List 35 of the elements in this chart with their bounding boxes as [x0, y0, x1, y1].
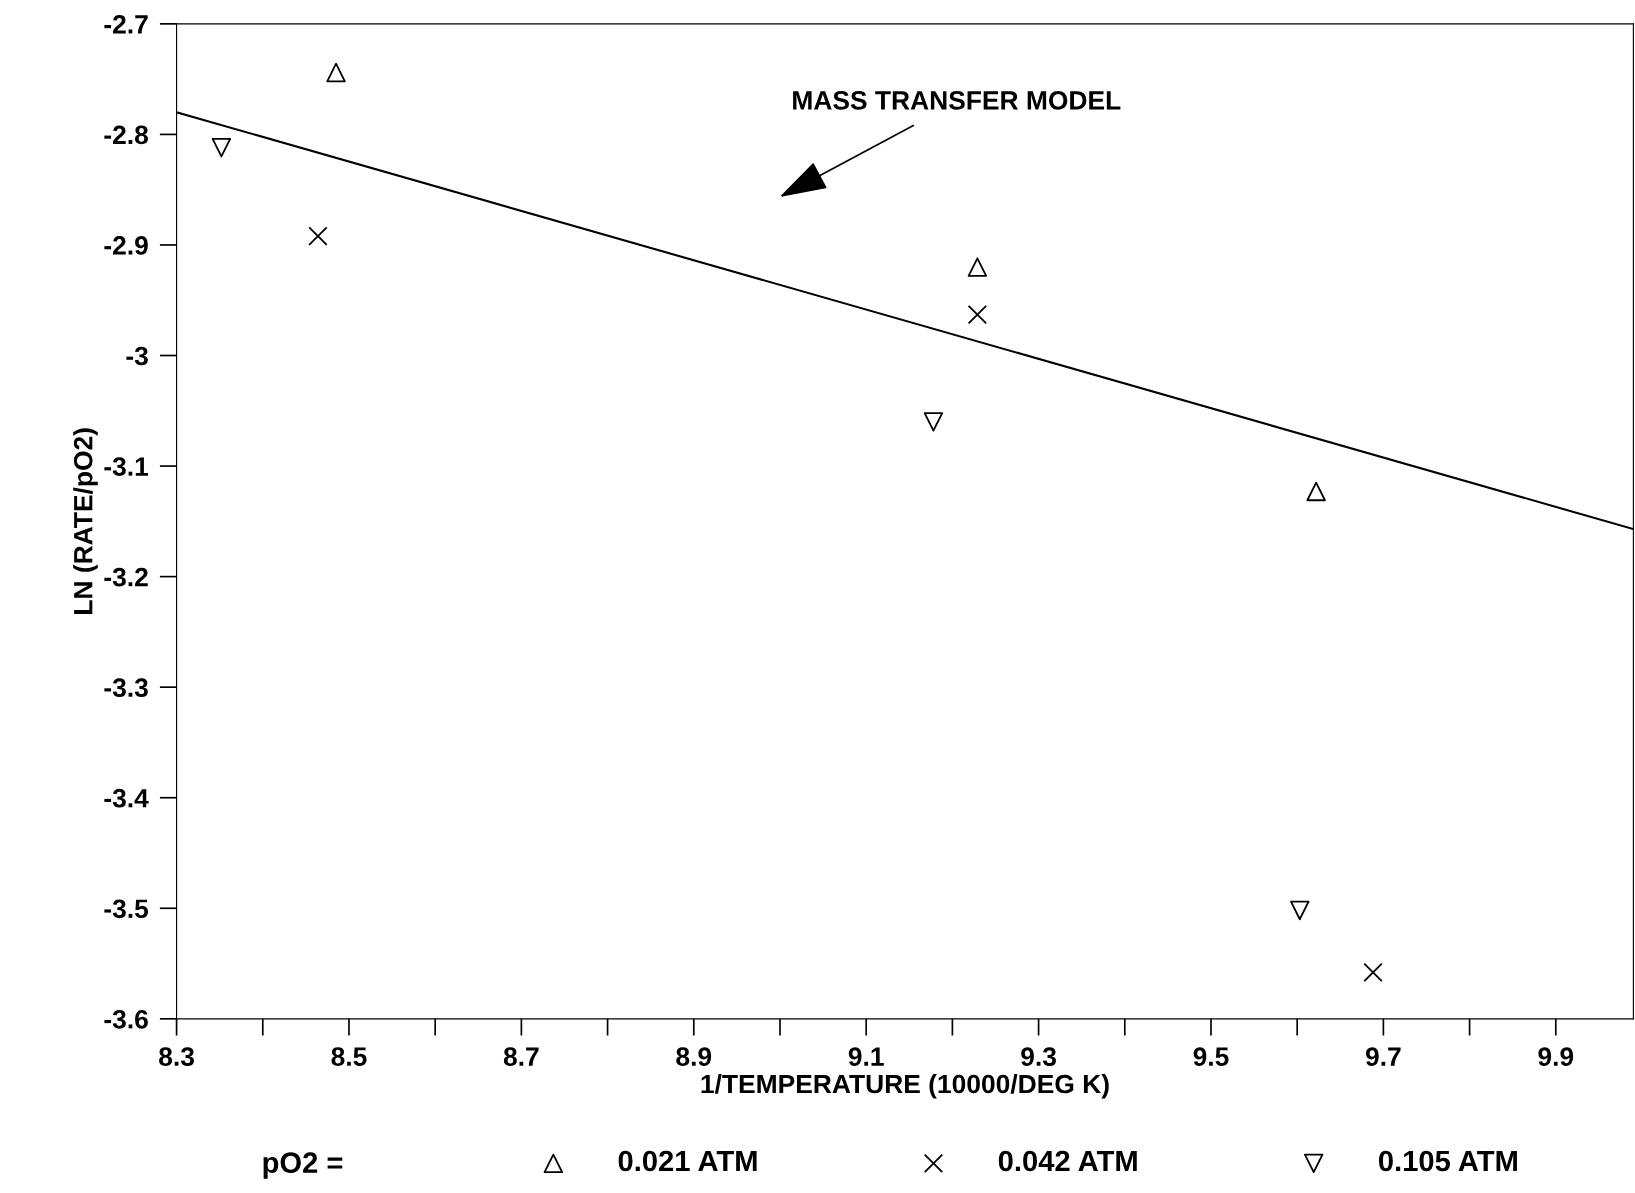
y-tick-label: -2.7 — [104, 14, 148, 34]
x-tick-label: 9.9 — [1538, 1047, 1574, 1066]
x-tick-label: 8.5 — [331, 1047, 367, 1066]
x-tick-label: 8.7 — [503, 1047, 539, 1066]
y-tick-label: -3.2 — [104, 567, 148, 587]
point — [1306, 481, 1326, 502]
point — [1363, 962, 1383, 983]
y-axis-title: LN (RATE/pO2) — [73, 428, 98, 614]
point — [1290, 900, 1310, 921]
x-axis-title: 1/TEMPERATURE (10000/DEG K) — [701, 1073, 1109, 1099]
y-tick-label: -2.8 — [104, 125, 148, 145]
x-tick-label: 9.7 — [1365, 1047, 1401, 1066]
x-tick-label: 8.9 — [676, 1047, 712, 1066]
y-tick-label: -3.5 — [104, 899, 149, 919]
y-tick-label: -3.3 — [104, 678, 148, 698]
x-tick-label: 9.5 — [1193, 1047, 1229, 1066]
point — [308, 226, 328, 246]
x-tick-label: 8.3 — [159, 1047, 194, 1067]
point — [211, 137, 232, 158]
x-tick-label: 9.1 — [848, 1047, 884, 1066]
point — [923, 412, 944, 432]
y-tick-label: -3.4 — [104, 788, 149, 808]
y-tick-label: -3.6 — [104, 1009, 148, 1029]
point — [326, 62, 346, 83]
legend-label: 0.021 ATM — [618, 1150, 757, 1172]
legend-title: pO2 = — [263, 1152, 343, 1179]
y-tick-label: -2.9 — [104, 236, 148, 255]
legend-label: 0.105 ATM — [1379, 1150, 1517, 1172]
annotation: MASS TRANSFER MODEL — [793, 91, 1121, 110]
x-tick-label: 9.3 — [1021, 1047, 1056, 1067]
point — [967, 257, 988, 277]
point — [967, 304, 988, 325]
y-tick-label: -3.1 — [104, 457, 149, 476]
y-tick-label: -3 — [126, 346, 148, 366]
legend-label: 0.042 ATM — [998, 1150, 1137, 1172]
